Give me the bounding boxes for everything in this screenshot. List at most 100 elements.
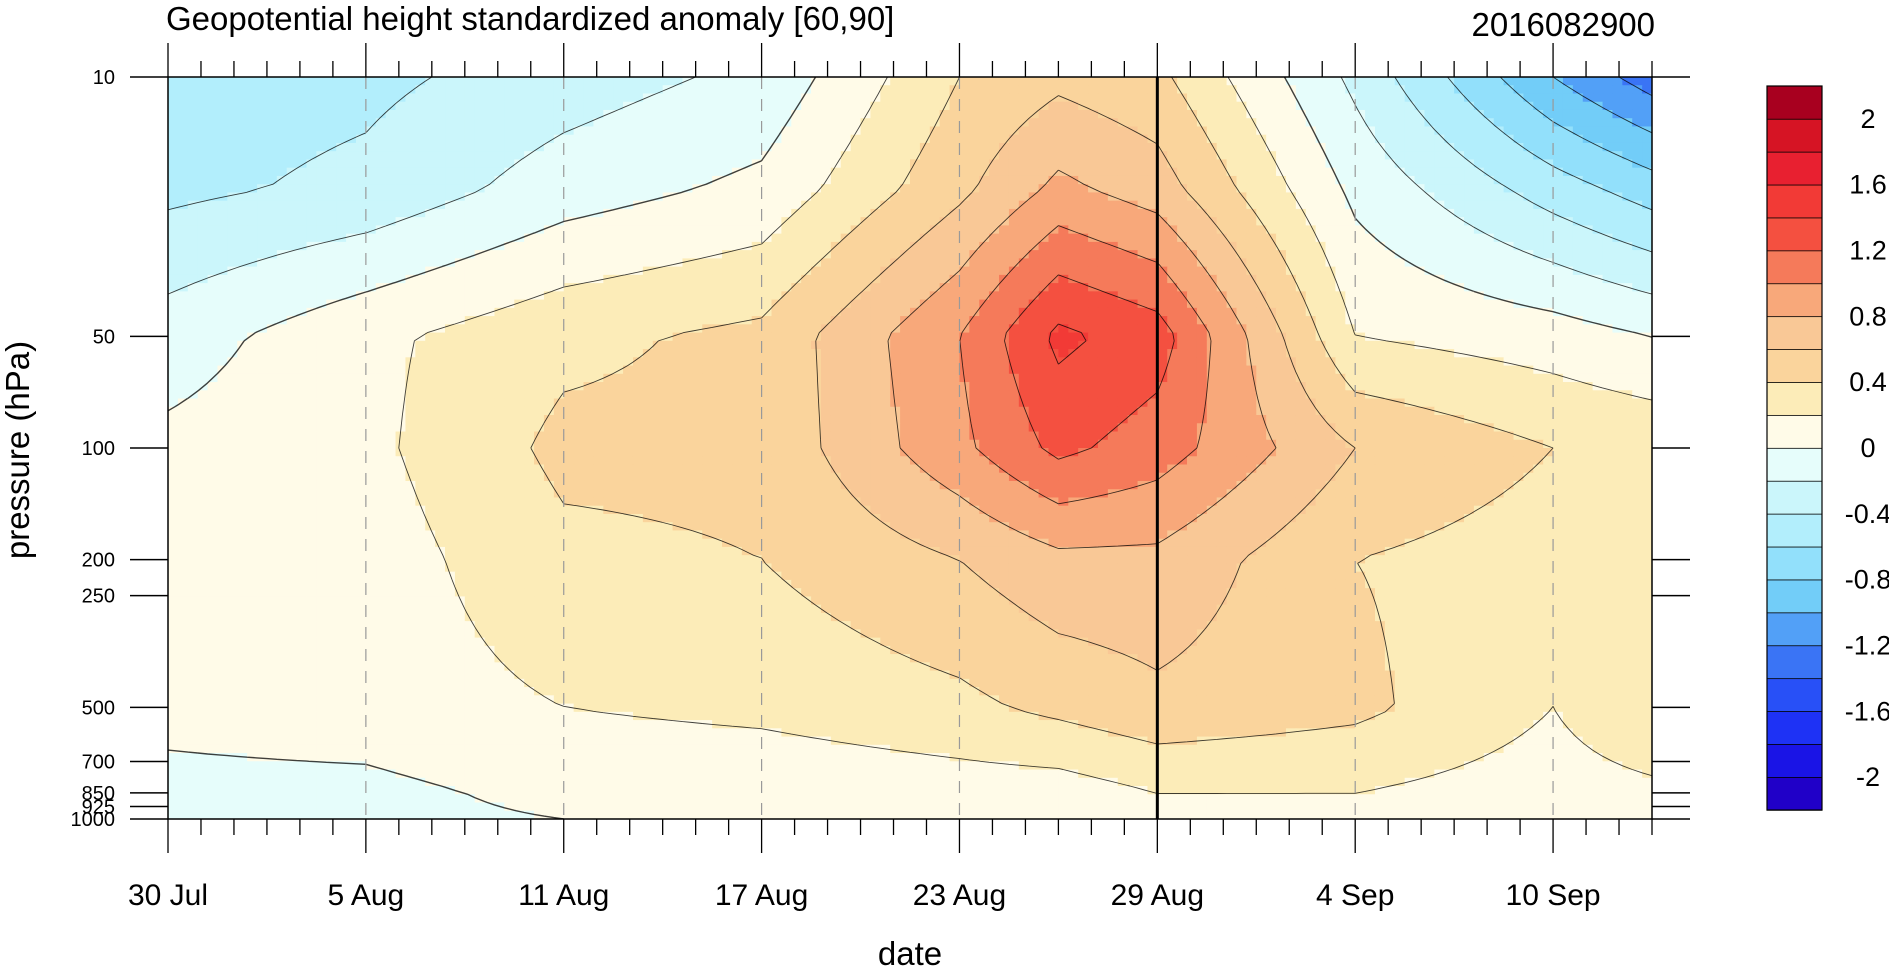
contour-cell [1602,291,1614,301]
contour-cell [1078,85,1089,95]
contour-cell [1473,118,1485,128]
contour-cell [177,241,189,251]
contour-cell [1058,109,1069,119]
contour-cell [553,175,565,185]
contour-cell [346,258,357,268]
contour-cell [1315,324,1327,334]
contour-cell [692,77,703,86]
contour-cell [1612,332,1623,342]
contour-cell [1117,291,1129,301]
contour-cell [1335,324,1346,334]
contour-cell [593,151,604,161]
contour-cell [1127,258,1139,268]
contour-cell [227,332,238,342]
contour-cell [1632,85,1643,95]
contour-cell [1632,332,1643,342]
contour-cell [484,192,496,202]
contour-cell [840,266,852,276]
contour-cell [306,324,317,334]
contour-cell [623,316,634,325]
contour-cell [870,184,881,194]
contour-cell [1196,316,1208,325]
contour-cell [197,118,209,128]
contour-cell [989,250,1000,259]
contour-cell [1503,200,1515,210]
contour-cell [1078,208,1089,218]
contour-cell [642,340,654,350]
contour-cell [1572,118,1584,128]
contour-cell [919,109,931,119]
contour-cell [1345,151,1356,161]
contour-cell [1196,250,1208,259]
contour-cell [1345,118,1356,128]
contour-cell [1365,274,1376,284]
contour-cell [1078,307,1089,317]
contour-cell [217,175,228,185]
contour-cell [1622,101,1633,111]
contour-cell [1503,266,1515,276]
contour-cell [326,250,337,259]
contour-cell [662,208,674,218]
contour-cell [989,77,1000,86]
contour-cell [1394,274,1406,284]
contour-cell [939,324,951,334]
contour-cell [692,184,703,194]
contour-cell [1325,316,1337,325]
contour-cell [1493,332,1505,342]
contour-cell [296,324,308,334]
contour-cell [1167,151,1178,161]
contour-cell [1335,151,1346,161]
contour-cell [761,299,773,309]
contour-cell [306,134,317,144]
contour-cell [1018,258,1030,268]
contour-cell [217,233,228,243]
contour-cell [395,274,407,284]
contour-cell [514,324,525,334]
contour-cell [811,299,822,309]
contour-cell [1444,299,1455,309]
contour-cell [603,175,614,185]
contour-cell [1008,274,1020,284]
contour-cell [563,258,575,268]
contour-cell [1325,225,1337,235]
contour-cell [712,142,723,152]
contour-cell [1473,283,1485,292]
contour-cell [355,266,367,276]
contour-cell [286,93,298,103]
contour-cell [850,324,862,334]
contour-cell [979,159,990,169]
contour-cell [1196,109,1208,119]
contour-cell [1414,77,1426,86]
contour-cell [890,109,901,119]
contour-cell [1632,250,1643,259]
contour-cell [632,126,644,136]
contour-cell [1028,208,1040,218]
contour-cell [1246,175,1257,185]
contour-cell [1602,225,1614,235]
contour-cell [543,340,555,350]
contour-cell [415,241,426,251]
contour-cell [1256,283,1267,292]
contour-cell [286,217,298,226]
contour-cell [454,126,466,136]
contour-cell [692,307,703,317]
contour-cell [751,85,763,95]
contour-cell [999,241,1010,251]
contour-cell [1335,266,1346,276]
contour-cell [1562,266,1574,276]
contour-cell [1295,225,1307,235]
contour-cell [979,126,990,136]
contour-cell [1256,258,1267,268]
contour-cell [1157,266,1168,276]
contour-cell [741,85,753,95]
contour-cell [1553,324,1564,334]
contour-cell [1295,332,1307,342]
contour-cell [266,274,278,284]
contour-cell [1058,233,1069,243]
contour-cell [1167,266,1178,276]
contour-cell [405,233,416,243]
contour-cell [514,208,525,218]
contour-cell [1295,241,1307,251]
contour-cell [820,126,832,136]
contour-cell [484,208,496,218]
